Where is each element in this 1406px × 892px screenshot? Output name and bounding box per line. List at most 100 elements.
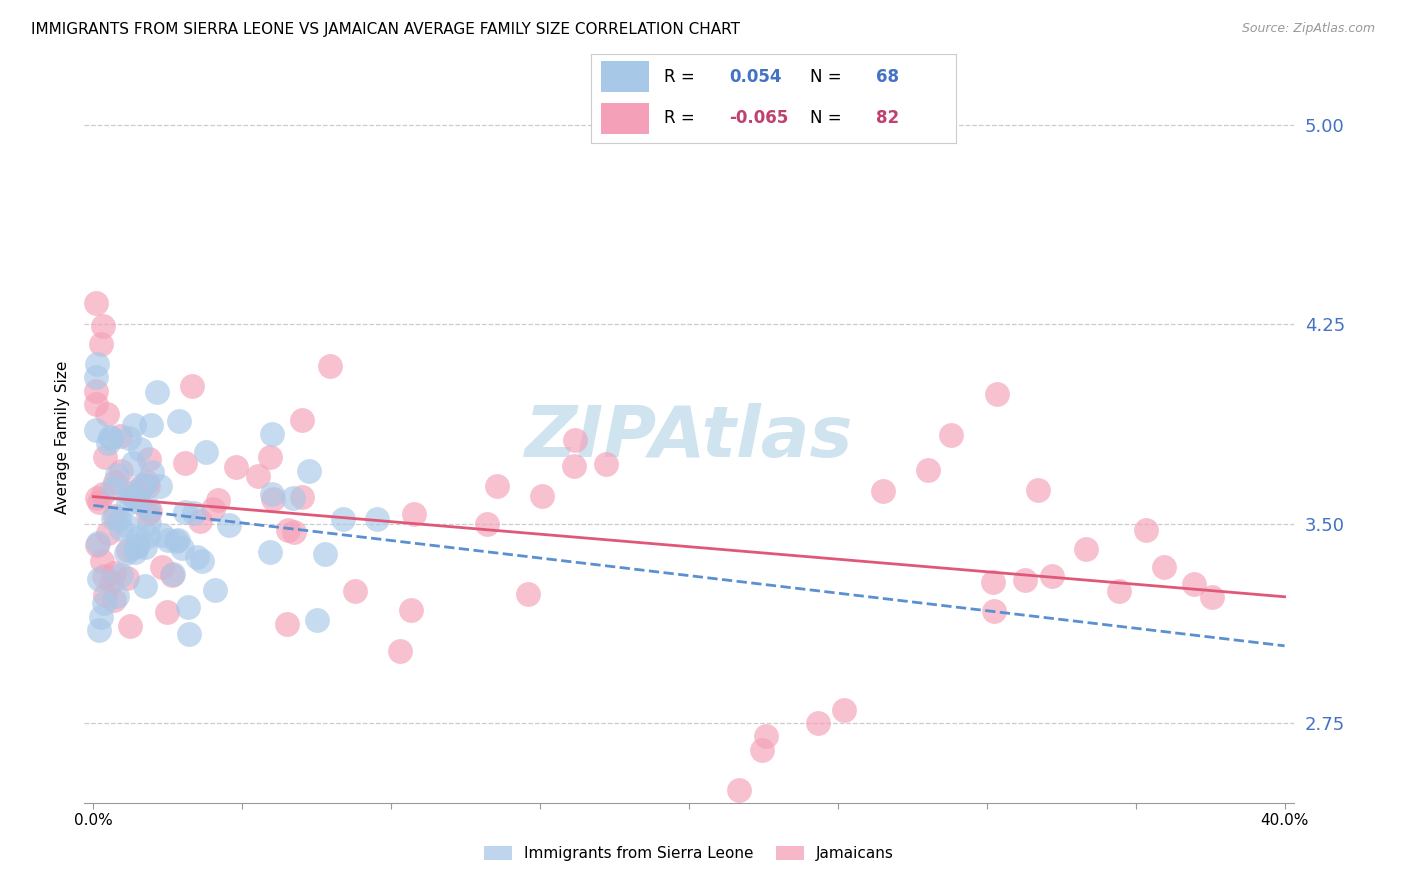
Point xyxy=(86,491,108,506)
Point xyxy=(100,574,122,589)
Point xyxy=(138,516,160,530)
Text: R =: R = xyxy=(664,68,695,86)
Point xyxy=(291,413,314,427)
Point xyxy=(96,525,118,540)
Point xyxy=(103,593,125,607)
Point xyxy=(107,512,129,526)
Point xyxy=(262,492,284,507)
Point xyxy=(139,417,162,432)
Point xyxy=(117,542,139,557)
Point xyxy=(118,619,141,633)
Point xyxy=(1026,483,1049,497)
Point xyxy=(170,541,193,555)
Point xyxy=(138,529,160,543)
Point xyxy=(124,545,146,559)
Point xyxy=(149,479,172,493)
Point xyxy=(127,530,149,544)
Point xyxy=(141,465,163,479)
Point xyxy=(115,571,138,585)
Point xyxy=(167,414,190,428)
Point xyxy=(160,567,183,582)
Point xyxy=(259,545,281,559)
Text: 82: 82 xyxy=(876,109,898,127)
Point xyxy=(218,517,240,532)
Point xyxy=(402,507,425,521)
Point xyxy=(595,457,617,471)
Point xyxy=(832,703,855,717)
Point xyxy=(84,384,107,398)
Point xyxy=(118,431,141,445)
Text: N =: N = xyxy=(810,109,841,127)
Point xyxy=(225,459,247,474)
Point xyxy=(165,533,187,548)
Point xyxy=(174,505,197,519)
Point xyxy=(127,487,149,501)
Point xyxy=(986,387,1008,401)
Point xyxy=(110,568,132,582)
Point xyxy=(86,538,108,552)
Point xyxy=(127,538,149,552)
Point xyxy=(366,512,388,526)
Point xyxy=(138,500,160,514)
Point xyxy=(177,627,200,641)
Point xyxy=(305,613,328,627)
Point xyxy=(136,479,159,493)
Point xyxy=(84,295,107,310)
Point xyxy=(117,486,139,500)
Point xyxy=(195,444,218,458)
Point xyxy=(917,463,939,477)
Point xyxy=(751,742,773,756)
Point xyxy=(191,554,214,568)
Point xyxy=(1014,573,1036,587)
Point xyxy=(1153,559,1175,574)
Point xyxy=(728,782,751,797)
Point xyxy=(104,475,127,489)
Point xyxy=(115,519,138,533)
Point xyxy=(177,599,200,614)
Point xyxy=(98,430,121,444)
Point xyxy=(1076,541,1098,556)
Text: IMMIGRANTS FROM SIERRA LEONE VS JAMAICAN AVERAGE FAMILY SIZE CORRELATION CHART: IMMIGRANTS FROM SIERRA LEONE VS JAMAICAN… xyxy=(31,22,740,37)
Point xyxy=(399,602,422,616)
Point xyxy=(150,560,173,574)
Point xyxy=(110,428,132,442)
Point xyxy=(132,478,155,492)
Point xyxy=(114,546,136,560)
Point xyxy=(89,623,111,637)
Point xyxy=(157,533,180,548)
Point xyxy=(122,417,145,432)
Point xyxy=(281,491,304,505)
Text: -0.065: -0.065 xyxy=(730,109,789,127)
Point xyxy=(122,456,145,470)
Point xyxy=(94,450,117,465)
Point xyxy=(110,522,132,536)
Point xyxy=(204,583,226,598)
Point xyxy=(125,483,148,498)
Point xyxy=(314,547,336,561)
Text: 0.054: 0.054 xyxy=(730,68,782,86)
Point xyxy=(93,487,115,501)
Point xyxy=(262,427,284,442)
Point xyxy=(872,484,894,499)
Point xyxy=(103,566,125,580)
Point xyxy=(939,427,962,442)
Point xyxy=(84,370,107,384)
Point xyxy=(344,584,367,599)
Point xyxy=(291,490,314,504)
Point xyxy=(319,359,342,373)
Point xyxy=(298,464,321,478)
Point xyxy=(485,479,508,493)
Point xyxy=(86,357,108,371)
Point xyxy=(283,525,305,540)
Point xyxy=(110,464,132,478)
Point xyxy=(84,424,107,438)
Point xyxy=(186,549,208,564)
Point xyxy=(131,478,153,492)
Point xyxy=(105,468,128,483)
Point xyxy=(1040,568,1063,582)
Point xyxy=(90,337,112,351)
Point xyxy=(188,514,211,528)
Point xyxy=(117,496,139,510)
Point xyxy=(138,504,160,518)
Point xyxy=(122,489,145,503)
